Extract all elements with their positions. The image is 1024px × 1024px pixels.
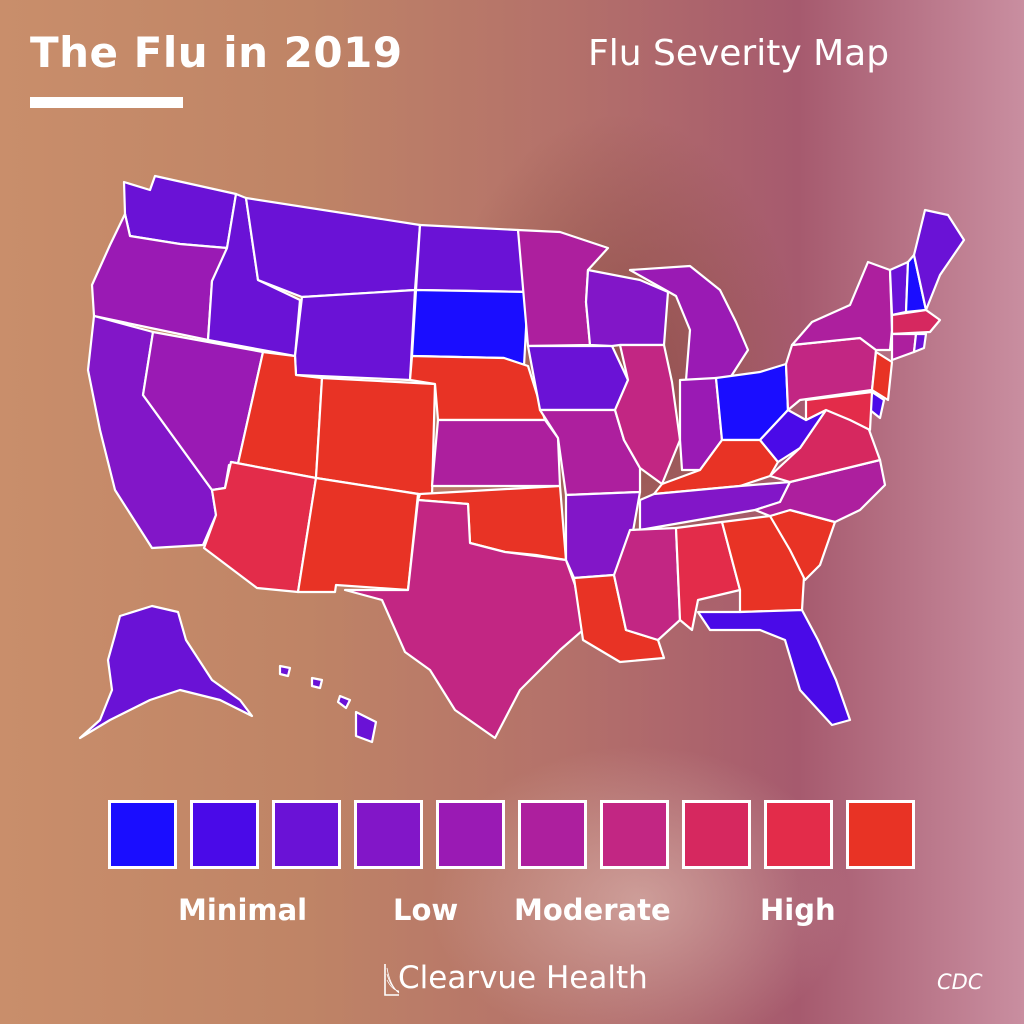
- brand-logo-icon: [384, 964, 400, 996]
- state-ak[interactable]: [78, 604, 254, 740]
- legend-swatch: [846, 800, 915, 869]
- state-tx[interactable]: [343, 498, 585, 740]
- state-nc[interactable]: [753, 458, 887, 524]
- legend-label-low: Low: [393, 893, 459, 927]
- state-nj[interactable]: [870, 350, 894, 402]
- map-title: Flu Severity Map: [588, 33, 890, 74]
- state-ia[interactable]: [526, 344, 630, 412]
- legend-swatch: [354, 800, 423, 869]
- state-il[interactable]: [613, 343, 682, 486]
- source-credit: CDC: [937, 970, 983, 994]
- state-ri[interactable]: [912, 332, 928, 354]
- legend-label-high: High: [760, 893, 836, 927]
- state-mi[interactable]: [628, 264, 750, 382]
- legend-swatch: [108, 800, 177, 869]
- legend-swatch: [764, 800, 833, 869]
- legend-swatch: [600, 800, 669, 869]
- legend-label-moderate: Moderate: [514, 893, 671, 927]
- legend-swatch: [682, 800, 751, 869]
- legend-swatch: [518, 800, 587, 869]
- state-co[interactable]: [314, 376, 437, 498]
- state-hi[interactable]: [278, 664, 378, 744]
- state-ms[interactable]: [612, 526, 682, 642]
- severity-legend: [108, 800, 918, 874]
- state-sd[interactable]: [410, 288, 530, 368]
- legend-label-minimal: Minimal: [178, 893, 308, 927]
- state-nd[interactable]: [414, 223, 530, 294]
- state-ks[interactable]: [430, 418, 562, 488]
- legend-swatch: [190, 800, 259, 869]
- state-ma[interactable]: [890, 308, 942, 336]
- state-ny[interactable]: [790, 260, 894, 352]
- page-title: The Flu in 2019: [30, 28, 403, 77]
- state-md[interactable]: [804, 390, 874, 432]
- state-nm[interactable]: [296, 476, 420, 594]
- state-ct[interactable]: [890, 332, 918, 362]
- legend-swatch: [436, 800, 505, 869]
- state-mt[interactable]: [244, 196, 422, 299]
- brand-name: Clearvue Health: [398, 960, 648, 996]
- title-underline: [30, 97, 183, 108]
- state-wy[interactable]: [293, 288, 417, 382]
- state-fl[interactable]: [696, 608, 852, 727]
- legend-swatch: [272, 800, 341, 869]
